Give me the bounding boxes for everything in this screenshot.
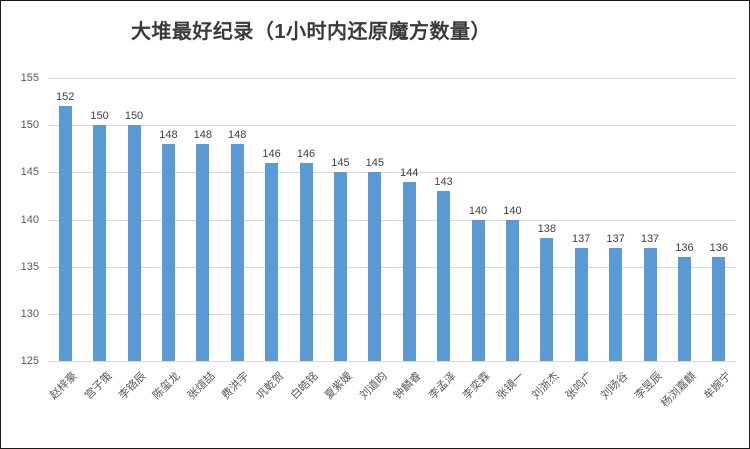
- bar: [609, 247, 623, 361]
- y-axis-tick-label: 125: [20, 355, 39, 367]
- bar: [712, 257, 726, 361]
- bar-value-label: 152: [56, 91, 75, 104]
- bar-value-label: 144: [400, 166, 419, 179]
- bar-value-label: 143: [434, 176, 453, 189]
- bar: [437, 191, 451, 361]
- bar: [265, 162, 279, 361]
- bar-value-label: 136: [709, 242, 728, 255]
- bar-value-label: 146: [296, 147, 316, 160]
- bar-value-label: 140: [503, 204, 522, 217]
- bar: [58, 106, 72, 361]
- bar: [643, 247, 657, 361]
- bar: [540, 238, 554, 361]
- bar-value-label: 150: [90, 110, 109, 123]
- bar-value-label: 148: [159, 129, 178, 142]
- bar: [471, 219, 485, 361]
- bar-value-label: 145: [331, 157, 350, 170]
- x-axis-category-label: 张镜一: [495, 370, 527, 402]
- x-axis-category-label: 刘浙杰: [529, 370, 562, 402]
- x-axis-category-label: 李孟泽: [426, 370, 459, 402]
- x-axis-category-label: 李铬辰: [116, 370, 149, 402]
- x-axis-category-label: 陈玺龙: [151, 370, 183, 402]
- y-axis: 125 130 135 140 145 150 155: [1, 72, 43, 367]
- gridline: [48, 125, 736, 127]
- x-axis-category-label: 赵梓豪: [47, 370, 80, 402]
- y-axis-tick-label: 135: [20, 260, 39, 273]
- bar: [574, 247, 588, 361]
- x-axis-category-label: 夏紫嫒: [323, 370, 355, 402]
- gridline: [48, 78, 736, 79]
- x-axis-category-label: 牟婉宁: [701, 370, 734, 402]
- y-axis-tick-label: 155: [20, 72, 39, 84]
- y-axis-tick-label: 140: [20, 213, 39, 226]
- bar: [299, 162, 313, 361]
- x-axis-category-label: 宫子策: [82, 370, 115, 402]
- bar: [93, 125, 107, 361]
- bar-value-label: 145: [365, 157, 384, 170]
- y-axis-tick-label: 130: [20, 307, 39, 320]
- bar-value-label: 137: [606, 232, 625, 245]
- x-axis-category-label: 张鸣广: [563, 370, 596, 402]
- gridline: [48, 313, 736, 315]
- y-axis-tick-label: 150: [20, 119, 39, 132]
- x-axis: 赵梓豪 宫子策 李铬辰 陈玺龙 张煊喆 费洪宇 巩乾贺 白皓铭 夏紫嫒 刘道昀 钟麟睿 李孟泽 李奕霖张…: [48, 361, 736, 446]
- bar-value-label: 150: [124, 110, 144, 123]
- x-axis-category-label: 李奕霖: [460, 370, 493, 402]
- bar: [196, 144, 210, 361]
- plot-area: 152 150 150 148 148 148 146 146 145 145 144 143 140 1…: [48, 78, 736, 362]
- gridline: [48, 266, 736, 268]
- bar-value-label: 148: [228, 129, 247, 142]
- bar-value-label: 137: [640, 232, 660, 245]
- x-axis-category-label: 刘道昀: [357, 370, 390, 402]
- bar-value-label: 140: [468, 204, 488, 217]
- bar-value-label: 136: [675, 242, 694, 255]
- y-axis-tick-label: 145: [20, 166, 39, 179]
- bar: [127, 125, 141, 361]
- bar-value-label: 138: [537, 223, 556, 236]
- x-axis-category-label: 刘旸谷: [598, 370, 631, 402]
- bar: [161, 144, 175, 361]
- bar: [402, 181, 416, 361]
- x-axis-category-label: 白皓铭: [288, 370, 321, 402]
- bar: [230, 144, 244, 361]
- bar: [368, 172, 382, 361]
- gridline: [48, 172, 736, 174]
- x-axis-category-label: 钟麟睿: [391, 370, 424, 402]
- gridline: [48, 219, 736, 221]
- gridline: [48, 361, 736, 362]
- bar-value-label: 148: [193, 129, 212, 142]
- bar-value-label: 146: [262, 147, 281, 160]
- bar-value-label: 137: [572, 232, 591, 245]
- x-axis-category-label: 巩乾贺: [254, 370, 287, 402]
- x-axis-category-label: 费洪宇: [219, 370, 252, 402]
- bar: [333, 172, 347, 361]
- x-axis-category-label: 张煊喆: [185, 370, 218, 402]
- x-axis-category-label: 杨浏嘉麒: [659, 370, 699, 410]
- bar: [677, 257, 691, 361]
- bar: [505, 219, 519, 361]
- chart-title: 大堆最好纪录（1小时内还原魔方数量）: [130, 21, 492, 43]
